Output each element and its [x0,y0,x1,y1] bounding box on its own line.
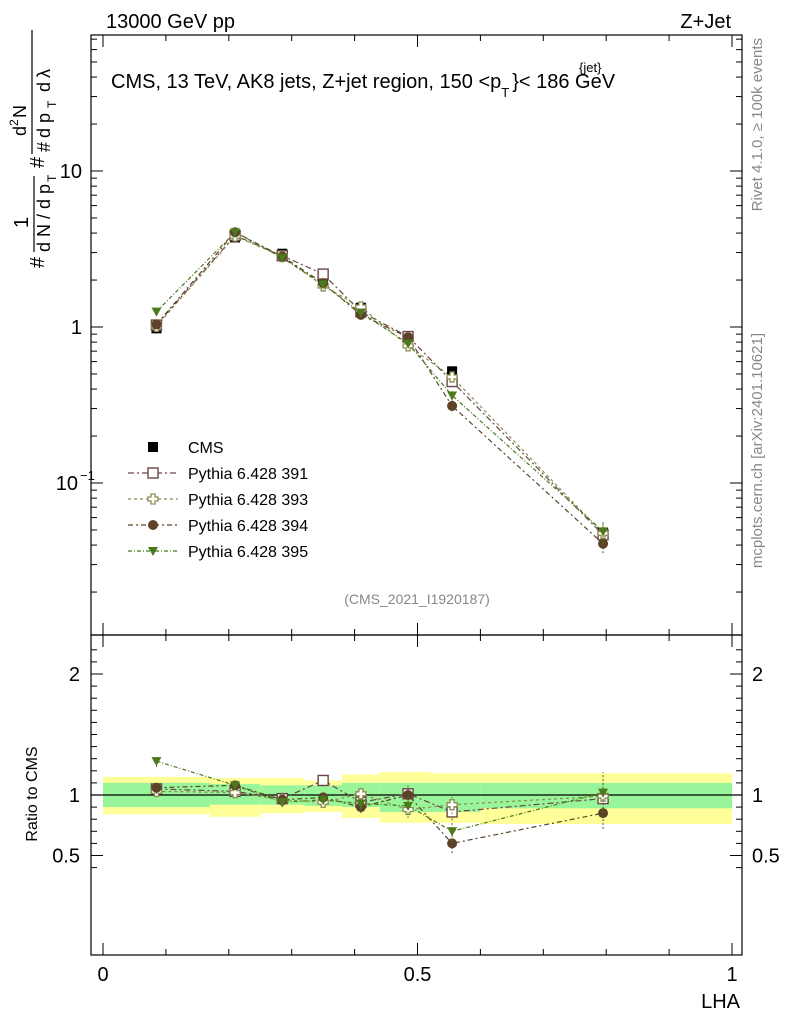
analysis-tag: (CMS_2021_I1920187) [344,591,490,607]
svg-text:N: N [10,105,30,118]
svg-text:d: d [34,82,54,92]
y-tick-label-ratio: 1 [69,785,80,807]
series-point-main [230,228,241,238]
series-point-main [317,268,329,280]
series-point-ratio [355,788,367,800]
chart-title-suffix: }< 186 GeV [512,71,616,93]
y-tick-label-main: 1 [71,317,82,339]
y-axis-label-main: # 1 d N / d p T # d 2 N # d p T d λ [7,30,59,268]
y-tick-label-ratio: 0.5 [52,846,80,868]
series-point-ratio [318,795,329,805]
legend-marker [148,442,158,452]
chart-title-sup: {jet} [579,60,602,75]
header-left-label: 13000 GeV pp [106,11,235,33]
series-point-ratio [151,782,162,793]
mcplots-label: mcplots.cern.ch [arXiv:2401.10621] [749,333,766,568]
x-tick-label: 0.5 [404,964,432,986]
svg-text:#: # [34,142,54,152]
x-axis-label: LHA [701,991,741,1013]
series-line-main [156,231,604,545]
y-tick-label-main-exp: −1 [80,468,95,483]
svg-text:T: T [45,174,59,182]
chart-title-sub: T [501,85,509,100]
series-point-main [447,400,458,411]
series-line-main [156,234,604,536]
svg-text:d N / d p: d N / d p [34,184,54,252]
y-tick-label-ratio: 2 [69,664,80,686]
ratio-uncertainty-bands [103,772,732,825]
x-tick-label: 1 [726,964,737,986]
series-point-ratio [598,788,609,798]
series-point-main [446,371,458,383]
y-axis-label-ratio: Ratio to CMS [24,746,41,841]
series-point-ratio [317,774,329,787]
y-tick-label-ratio-right: 2 [752,664,763,686]
y-tick-label-main: 10 [56,473,78,495]
series-line-ratio [156,779,604,813]
series-point-ratio [355,799,366,809]
series-point-main [151,307,162,317]
legend-marker [147,467,159,479]
series-point-main [318,280,329,290]
series-point-main [598,527,609,537]
y-tick-label-ratio-right: 0.5 [752,846,780,868]
series-point-main [277,253,288,263]
data-markers [150,227,609,854]
chart-title-prefix: CMS, 13 TeV, AK8 jets, Z+jet region, 150… [111,71,501,93]
series-line-ratio [156,790,604,811]
x-tick-label: 0 [97,964,108,986]
legend-marker [148,520,158,530]
series-point-ratio [447,838,458,849]
series-line-ratio [156,760,604,832]
header-right-label: Z+Jet [680,11,731,33]
axis-ticks [91,35,742,955]
svg-text:1: 1 [11,217,33,228]
svg-text:#: # [27,156,49,168]
series-point-ratio [151,757,162,767]
series-lines [156,231,604,845]
series-point-ratio [403,801,414,811]
series-point-ratio [229,786,241,799]
svg-text:T: T [45,100,59,108]
legend-marker [147,493,159,505]
rivet-label: Rivet 4.1.0, ≥ 100k events [749,38,766,211]
legend-label: Pythia 6.428 393 [188,492,308,509]
svg-text:#: # [27,256,49,268]
series-point-ratio [447,827,458,837]
series-point-main [151,319,162,330]
legend-label: Pythia 6.428 395 [188,544,308,561]
legend-marker [148,547,158,556]
legend-label: Pythia 6.428 394 [188,518,308,535]
legend-label: CMS [188,440,224,457]
series-point-ratio [230,781,241,791]
series-point-main [355,308,366,318]
series-point-ratio [446,799,458,811]
svg-text:2: 2 [7,119,21,126]
legend-label: Pythia 6.428 391 [188,466,308,483]
series-point-ratio [403,790,414,800]
series-point-main [447,391,458,401]
series-line-main [156,235,604,534]
y-tick-label-main: 10 [60,161,82,183]
series-point-main [403,339,414,349]
chart-title: CMS, 13 TeV, AK8 jets, Z+jet region, 150… [111,71,616,100]
svg-text:d: d [10,126,30,136]
svg-text:λ: λ [34,69,54,78]
svg-text:d p: d p [34,113,54,138]
series-line-main [156,231,604,532]
legend: CMS Pythia 6.428 391 Pythia 6.428 393 Pythi… [128,440,308,561]
series-point-ratio [277,798,288,808]
y-tick-label-ratio-right: 1 [752,785,763,807]
